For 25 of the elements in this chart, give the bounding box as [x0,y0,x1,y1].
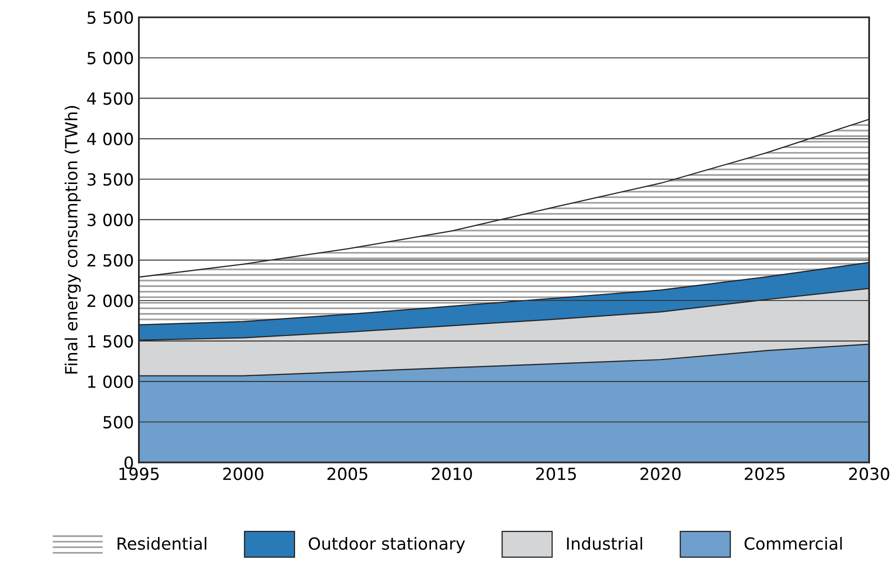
y-tick-label: 4 000 [87,132,133,146]
x-tick-label: 2020 [640,468,681,480]
x-tick-label: 2005 [328,468,368,480]
y-tick-label: 0 [124,456,133,469]
legend-label: Outdoor stationary [308,536,465,554]
y-tick-label: 500 [103,416,133,429]
legend-label: Residential [118,536,206,550]
y-tick-label: 4 500 [87,92,133,105]
legend-label: Industrial [567,536,642,550]
y-tick-label: 1 000 [88,375,133,388]
x-tick-label: 2010 [432,468,472,480]
y-tick-label: 2 500 [88,254,133,267]
x-tick-label: 2030 [849,468,890,480]
y-tick-label: 3 500 [88,173,133,186]
y-tick-label: 2 000 [88,294,133,308]
x-tick-label: 2015 [536,468,576,480]
legend-label: Commercial [744,536,842,550]
y-tick-label: 3 000 [88,214,133,226]
x-tick-label: 1995 [120,468,159,480]
y-tick-label: 1 500 [88,334,133,348]
y-tick-label: 5 500 [88,11,133,24]
y-tick-label: 5 000 [88,52,133,64]
x-tick-label: 2000 [223,468,264,480]
x-tick-label: 2025 [744,468,785,480]
y-axis-title: Final energy consumption (TWh) [64,106,81,374]
